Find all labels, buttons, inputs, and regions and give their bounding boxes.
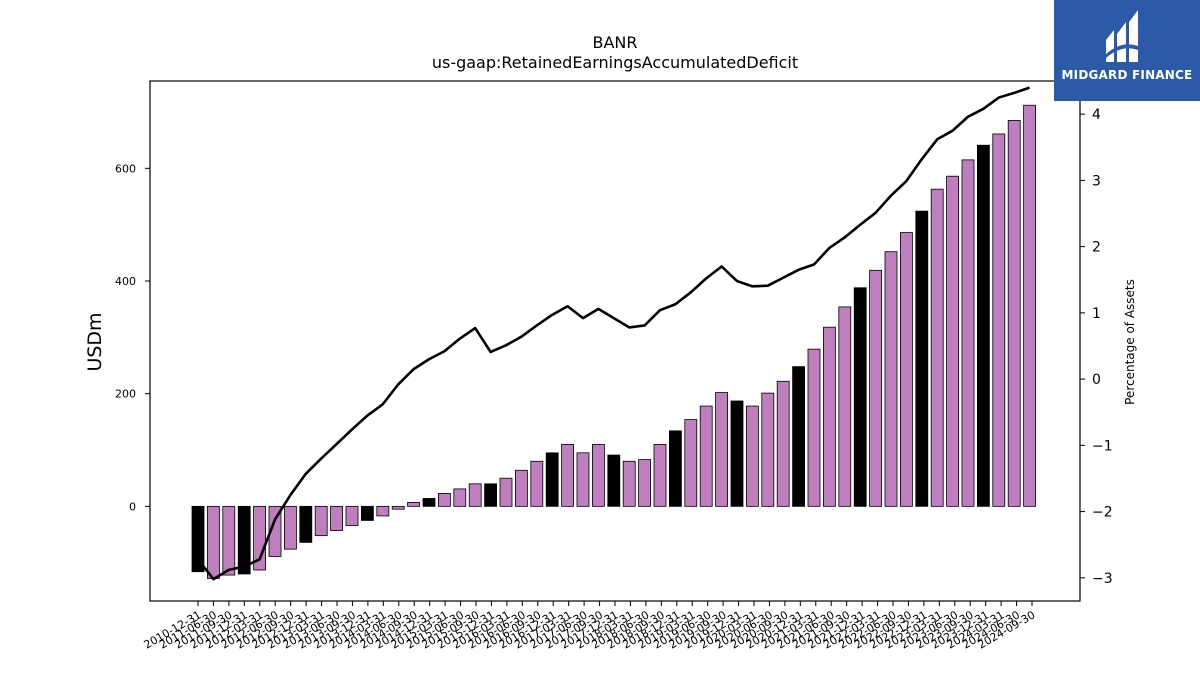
bar bbox=[314, 505, 328, 537]
bar bbox=[653, 443, 667, 507]
bar bbox=[515, 469, 528, 507]
bar bbox=[345, 505, 359, 526]
bar bbox=[576, 452, 590, 507]
bar bbox=[638, 459, 651, 507]
bar bbox=[530, 460, 544, 507]
bar bbox=[900, 232, 913, 507]
bar bbox=[437, 492, 451, 507]
y2-tick-label: 0 bbox=[1092, 372, 1101, 388]
y2-tick-label: −3 bbox=[1092, 571, 1113, 587]
bar bbox=[1007, 120, 1021, 507]
y2-axis-label: Percentage of Assets bbox=[1123, 279, 1137, 405]
bar bbox=[299, 505, 313, 543]
bar bbox=[977, 144, 990, 507]
bar bbox=[1023, 104, 1036, 507]
bar bbox=[699, 405, 713, 507]
bar bbox=[946, 175, 959, 507]
bar bbox=[838, 306, 852, 507]
logo-text: MIDGARD FINANCE bbox=[1061, 68, 1193, 82]
bar bbox=[484, 483, 498, 507]
chart-title: BANR bbox=[592, 33, 637, 52]
bar bbox=[237, 505, 251, 575]
bar bbox=[191, 505, 205, 573]
bar bbox=[853, 287, 867, 507]
bar bbox=[669, 430, 682, 507]
bar bbox=[930, 188, 944, 507]
bar bbox=[730, 400, 744, 507]
bar bbox=[422, 498, 436, 507]
midgard-logo-icon bbox=[1106, 10, 1138, 62]
brand-logo: MIDGARD FINANCE bbox=[1054, 0, 1200, 101]
bar bbox=[453, 488, 467, 507]
y2-tick-label: 4 bbox=[1092, 107, 1101, 123]
y2-tick-label: 1 bbox=[1092, 306, 1101, 322]
y-tick-label: 400 bbox=[115, 275, 136, 288]
bar bbox=[376, 505, 390, 517]
bar bbox=[884, 251, 898, 507]
bar bbox=[992, 133, 1006, 507]
bar bbox=[607, 454, 621, 507]
bar bbox=[407, 502, 421, 507]
bar bbox=[622, 460, 636, 507]
bar bbox=[961, 159, 975, 507]
bar bbox=[391, 505, 405, 510]
bar bbox=[222, 505, 236, 576]
bar bbox=[283, 505, 297, 550]
axes-group: 0200400600−3−2−1012342010-12-312011-06-3… bbox=[115, 80, 1113, 652]
bar bbox=[761, 392, 775, 507]
y2-tick-label: −1 bbox=[1092, 438, 1113, 454]
bar bbox=[823, 326, 836, 507]
bar bbox=[360, 505, 374, 521]
bar bbox=[592, 443, 605, 507]
bar bbox=[776, 380, 790, 507]
bar bbox=[746, 405, 759, 507]
bar bbox=[561, 443, 574, 507]
bar bbox=[807, 348, 821, 507]
y2-tick-label: −2 bbox=[1092, 505, 1113, 521]
bar bbox=[792, 366, 805, 507]
chart-subtitle: us-gaap:RetainedEarningsAccumulatedDefic… bbox=[432, 53, 798, 72]
y-axis-label: USDm bbox=[84, 312, 106, 371]
bar bbox=[330, 505, 344, 531]
line-group bbox=[196, 86, 1031, 581]
bar bbox=[206, 505, 220, 579]
bar bbox=[715, 392, 728, 507]
bar bbox=[545, 452, 559, 507]
y2-tick-label: 3 bbox=[1092, 173, 1101, 189]
y-tick-label: 0 bbox=[129, 500, 136, 513]
y-tick-label: 600 bbox=[115, 162, 136, 175]
bar bbox=[915, 210, 929, 507]
bar bbox=[468, 483, 482, 507]
bar bbox=[684, 419, 698, 507]
assets-percentage-line bbox=[196, 86, 1031, 581]
bars-group bbox=[191, 104, 1036, 579]
y-tick-label: 200 bbox=[115, 388, 136, 401]
bar bbox=[499, 477, 513, 507]
y2-tick-label: 2 bbox=[1092, 240, 1101, 256]
bar bbox=[869, 269, 882, 507]
